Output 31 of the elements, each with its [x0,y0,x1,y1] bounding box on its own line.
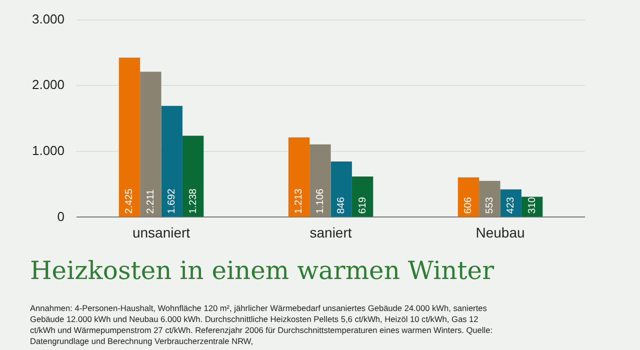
x-tick-label: Neubau [476,224,525,240]
data-label: 1.106 [314,188,326,214]
data-label: 846 [336,196,348,214]
y-tick-label: 0 [57,208,65,224]
data-label: 1.238 [188,188,199,214]
bar [182,136,204,217]
bar [330,162,352,217]
x-tick-label: saniert [310,224,352,240]
data-label: 606 [463,196,474,214]
y-tick-label: 2.000 [32,77,65,92]
bar [352,176,374,217]
data-label: 553 [484,196,496,214]
data-label: 619 [357,196,368,214]
bar [140,72,162,217]
y-tick-label: 1.000 [32,142,65,158]
x-tick-label: unsaniert [132,224,190,240]
data-label: 1.213 [294,188,305,214]
bar [458,177,480,217]
data-label: 423 [506,196,517,214]
text: Annahmen: 4-Personen-Haushalt, Wohnfläche 120 m², jährlicher Wärmebedarf unsaniertes Gebäude 24.000 kWh, saniertes Gebäude 12.000 kWh und Neubau 6.000 kWh. Durchschnittliche Heizkosten Pellets 5,6 ct/kWh, Heizöl 10 ct/kWh, Gas 12 ct/kWh und Wärmepumpenstrom 27 ct/kWh. Referenzjahr 2006 für Durchschnittstemperaturen eines warmen Winters. Quelle: Datengrundlage und Berechnung Verbraucherzentrale NRW, [30,303,494,347]
bar [288,137,310,217]
bar [479,180,500,217]
data-label: 2.211 [145,188,156,214]
data-label: 2.425 [124,188,136,214]
bar [310,144,331,217]
y-tick-label: 3.000 [32,11,65,26]
data-label: 310 [526,196,538,214]
bar [118,58,140,217]
bar [161,106,182,217]
data-label: 1.692 [166,188,178,214]
text: Heizkosten in einem warmen Winter [30,256,494,285]
